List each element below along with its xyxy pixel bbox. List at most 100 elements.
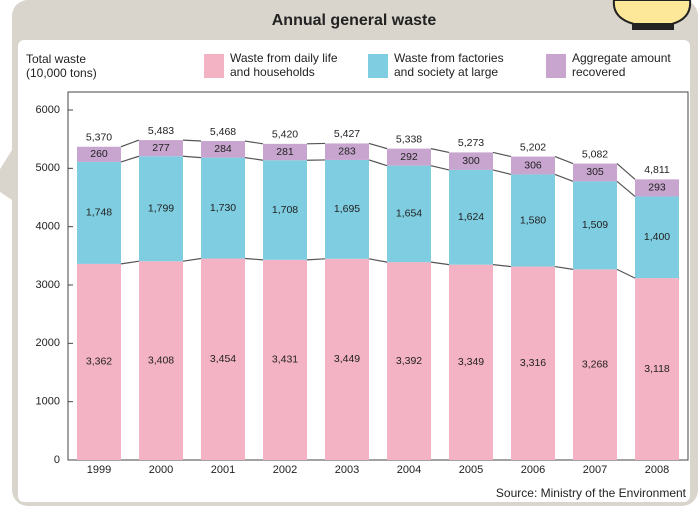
connector [616,163,636,180]
total-label: 5,273 [458,137,484,149]
data-label: 1,400 [644,231,670,243]
legend-swatch [204,54,224,78]
x-tick-label: 2005 [459,464,483,476]
y-tick-label: 3000 [36,279,60,291]
bar-segment [449,264,493,460]
data-label: 1,748 [86,207,112,219]
bar-segment [139,140,183,157]
total-label: 5,370 [86,132,112,144]
total-label: 5,082 [582,148,608,160]
data-label: 300 [462,155,480,167]
data-label: 3,454 [210,353,236,365]
bar-segment [263,259,307,460]
x-tick-label: 2006 [521,464,545,476]
source: Source: Ministry of the Environment [496,486,687,500]
connector [120,139,140,148]
bar-segment [635,179,679,197]
x-tick-label: 2002 [273,464,297,476]
bar-segment [635,196,679,279]
connector [244,257,264,261]
data-label: 283 [338,145,356,157]
bar-segment [573,181,617,270]
legend-label: Waste from daily life and households [230,51,338,79]
mascot-collar [632,24,674,30]
data-label: 3,268 [582,358,608,370]
connector [492,264,512,268]
bar-segment [201,258,245,460]
total-label: 5,483 [148,125,174,137]
bubble-tail [0,150,12,200]
total-label: 4,811 [644,164,670,176]
legend-label: Aggregate amount recovered [572,51,671,79]
data-label: 305 [586,166,604,178]
bar-segment [263,160,307,260]
x-tick-label: 1999 [87,464,111,476]
connector [430,261,450,266]
bar-segment [511,174,555,267]
data-label: 1,624 [458,211,484,223]
connector [120,155,140,163]
bar-segment [387,148,431,166]
total-label: 5,420 [272,129,298,141]
x-tick-label: 2008 [645,464,669,476]
bar-segment [449,152,493,170]
data-label: 1,509 [582,219,608,231]
data-label: 292 [400,151,418,163]
chart-title: Annual general waste [272,12,437,29]
bar-segment [201,141,245,158]
bar-segment [511,156,555,175]
bar-segment [77,161,121,264]
data-label: 1,799 [148,203,174,215]
connector [616,268,636,279]
connector [182,257,202,262]
bar-segment [201,157,245,259]
data-label: 260 [90,148,108,160]
connector [182,155,202,159]
connector [368,159,388,167]
data-label: 1,580 [520,214,546,226]
data-label: 3,392 [396,355,422,367]
y-tick-label: 2000 [36,337,60,349]
connector [244,157,264,161]
mascot [612,0,692,25]
x-tick-label: 2001 [211,464,235,476]
total-label: 5,202 [520,141,546,153]
connector [554,155,574,165]
bar-segment [263,143,307,161]
bar-segment [449,169,493,265]
legend-swatch [546,54,566,78]
y-axis-label: Total waste (10,000 tons) [26,52,97,80]
data-label: 3,449 [334,353,360,365]
connector [182,139,202,142]
connector [244,140,264,145]
total-label: 5,338 [396,133,422,145]
bar-segment [77,263,121,460]
bar-segment [139,156,183,262]
data-label: 1,695 [334,203,360,215]
data-label: 277 [152,142,170,154]
y-tick-label: 4000 [36,221,60,233]
connector [430,148,450,153]
data-label: 3,362 [86,356,112,368]
bar-segment [511,266,555,460]
data-label: 306 [524,159,542,171]
bar-segment [325,159,369,259]
x-tick-label: 2000 [149,464,173,476]
bar-segment [635,278,679,460]
connector [368,258,388,263]
connector [430,165,450,171]
bar-segment [77,146,121,162]
x-tick-label: 2007 [583,464,607,476]
data-label: 3,118 [644,363,670,375]
legend-swatch [368,54,388,78]
data-label: 3,349 [458,356,484,368]
total-label: 5,468 [210,126,236,138]
bar-segment [139,261,183,460]
bar-segment [573,163,617,182]
bar-segment [387,165,431,263]
data-label: 293 [648,182,666,194]
data-label: 3,431 [272,354,298,366]
data-label: 1,708 [272,204,298,216]
